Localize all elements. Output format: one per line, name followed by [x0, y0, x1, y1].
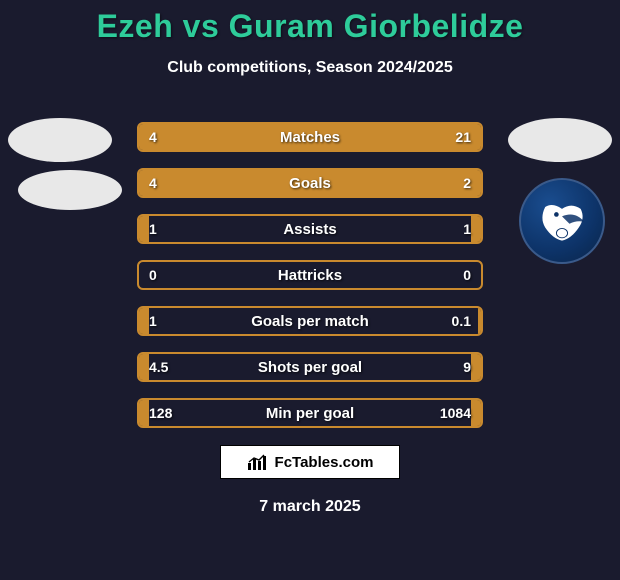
bar-label: Shots per goal [139, 354, 481, 380]
bar-value-left: 4 [149, 124, 157, 150]
player-right-avatar-placeholder [508, 118, 612, 162]
chart-icon [247, 453, 269, 471]
stats-bars: Matches421Goals42Assists11Hattricks00Goa… [137, 122, 483, 444]
bar-value-right: 2 [463, 170, 471, 196]
bar-label: Goals [139, 170, 481, 196]
footer-date: 7 march 2025 [0, 498, 620, 516]
club-right-badge [519, 178, 605, 264]
club-left-badge-placeholder [18, 170, 122, 210]
bar-label: Hattricks [139, 262, 481, 288]
bar-value-right: 0 [463, 262, 471, 288]
bar-value-left: 1 [149, 308, 157, 334]
bar-value-left: 4 [149, 170, 157, 196]
stat-bar: Goals4 2 [137, 168, 483, 198]
player-left-avatar-placeholder [8, 118, 112, 162]
site-badge-label: FcTables.com [275, 454, 374, 471]
stat-bar: Shots per goal4.5 9 [137, 352, 483, 382]
page-subtitle: Club competitions, Season 2024/2025 [0, 59, 620, 77]
stat-bar: Goals per match1 0.1 [137, 306, 483, 336]
bar-value-right: 9 [463, 354, 471, 380]
bar-value-right: 1 [463, 216, 471, 242]
stat-bar: Min per goal128 1084 [137, 398, 483, 428]
bar-value-right: 0.1 [452, 308, 471, 334]
bar-value-left: 1 [149, 216, 157, 242]
bar-label: Goals per match [139, 308, 481, 334]
bar-value-right: 21 [455, 124, 471, 150]
bar-value-left: 4.5 [149, 354, 168, 380]
bar-label: Min per goal [139, 400, 481, 426]
bar-value-left: 128 [149, 400, 172, 426]
stat-bar: Matches4 21 [137, 122, 483, 152]
bar-value-right: 1084 [440, 400, 471, 426]
stat-bar: Hattricks0 0 [137, 260, 483, 290]
bar-label: Assists [139, 216, 481, 242]
eagle-icon [534, 197, 590, 245]
bar-value-left: 0 [149, 262, 157, 288]
header: Ezeh vs Guram Giorbelidze Club competiti… [0, 0, 620, 77]
site-badge[interactable]: FcTables.com [220, 445, 400, 479]
stat-bar: Assists1 1 [137, 214, 483, 244]
page-title: Ezeh vs Guram Giorbelidze [0, 8, 620, 45]
bar-label: Matches [139, 124, 481, 150]
